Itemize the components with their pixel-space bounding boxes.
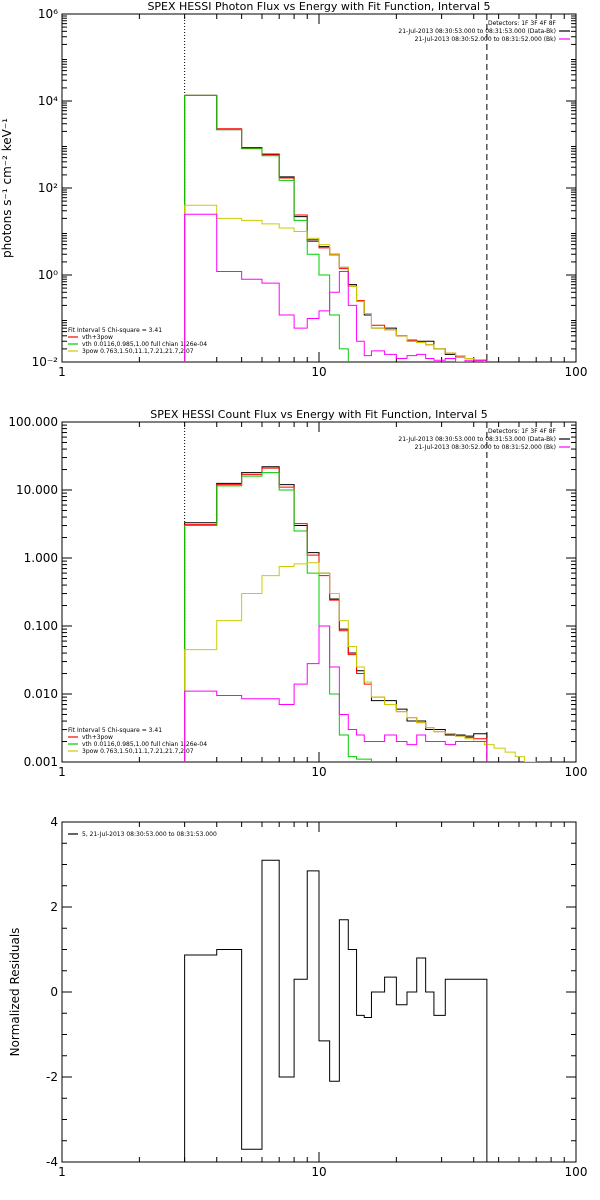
chart-panel-1: SPEX HESSI Photon Flux vs Energy with Fi… [0,0,587,379]
legend-left-entry: 3pow 0.763,1.50,11.1,7.21,21.7,2.07 [82,748,194,755]
y-tick-label: 0.100 [24,619,58,633]
y-tick-label: 4 [50,815,58,829]
legend-left-header: Fit Interval 5 Chi-square = 3.41 [68,327,162,334]
chart-title: SPEX HESSI Photon Flux vs Energy with Fi… [147,0,490,13]
y-tick-label: 10.000 [16,483,58,497]
legend-right-entry: 21-Jul-2013 08:30:52.000 to 08:31:52.000… [415,36,556,43]
series-group [184,859,488,1162]
series-residuals [184,859,488,1162]
y-axis-label: photons s⁻¹ cm⁻² keV⁻¹ [0,118,14,258]
x-tick-label: 100 [565,765,588,779]
x-tick-label: 100 [565,365,588,379]
series-3pow [184,204,485,362]
legend-right-entry: 21-Jul-2013 08:30:53.000 to 08:31:53.000… [398,28,556,35]
x-tick-label: 10 [311,365,326,379]
y-tick-label: 10⁶ [38,7,58,21]
y-tick-label: 0 [50,985,58,999]
y-axis-label: Normalized Residuals [8,928,22,1057]
x-tick-label: 1 [58,1165,66,1179]
series-vth [184,94,349,362]
series-3pow [184,562,537,762]
legend-left-entry: vth+3pow [82,334,113,341]
series-vth-3pow [184,94,488,362]
series-vth-3pow [184,467,488,762]
legend-left-header: Fit Interval 5 Chi-square = 3.41 [68,727,162,734]
x-tick-label: 1 [58,765,66,779]
chart-panel-3: Normalized Residuals 1 10 100 -4 -2 0 2 4 5, 21-J… [8,815,587,1179]
legend-left-entry: 3pow 0.763,1.50,11.1,7.21,21.7,2.07 [82,348,194,355]
series-data-bk [184,466,488,762]
series-vth [184,472,372,762]
x-tick-label: 100 [565,1165,588,1179]
y-tick-label: -2 [46,1070,58,1084]
x-tick-label: 1 [58,365,66,379]
series-bk [184,625,488,762]
legend-right-header: Detectors: 1F 3F 4F 8F [488,20,557,27]
legend-left-entry: vth 0.0116,0.985,1.00 full chian 1.26e-0… [82,741,207,748]
series-group [184,466,537,762]
chart-panel-2: SPEX HESSI Count Flux vs Energy with Fit… [8,408,588,779]
legend-right-entry: 21-Jul-2013 08:30:53.000 to 08:31:53.000… [398,436,556,443]
legend-left-entry: 5, 21-Jul-2013 08:30:53.000 to 08:31:53.… [82,831,217,838]
y-tick-label: 10² [38,181,58,195]
y-tick-label: 0.010 [24,687,58,701]
y-tick-label: 100.000 [8,415,58,429]
y-tick-label: 2 [50,900,58,914]
legend-right-entry: 21-Jul-2013 08:30:52.000 to 08:31:52.000… [415,444,556,451]
y-tick-label: 10⁻² [32,355,59,369]
x-tick-label: 10 [311,765,326,779]
y-tick-label: 1.000 [24,551,58,565]
series-data-bk [184,94,488,362]
legend-right-header: Detectors: 1F 3F 4F 8F [488,428,557,435]
series-bk [184,213,488,362]
series-group [184,94,488,362]
y-tick-label: 10⁴ [38,94,58,108]
y-tick-label: -4 [46,1155,58,1169]
plot-frame [61,13,577,363]
legend-left-entry: vth+3pow [82,734,113,741]
x-tick-label: 10 [311,1165,326,1179]
y-tick-label: 0.001 [24,755,58,769]
chart-title: SPEX HESSI Count Flux vs Energy with Fit… [150,408,487,421]
legend-left-entry: vth 0.0116,0.985,1.00 full chian 1.26e-0… [82,341,207,348]
y-tick-label: 10⁰ [38,268,58,282]
